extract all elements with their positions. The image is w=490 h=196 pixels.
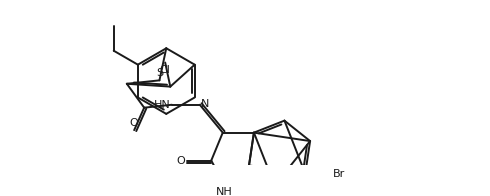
Text: HN: HN: [153, 100, 170, 110]
Text: Br: Br: [333, 169, 345, 179]
Text: S: S: [156, 68, 164, 78]
Text: Cl: Cl: [160, 65, 171, 75]
Text: O: O: [176, 155, 185, 165]
Text: O: O: [130, 118, 139, 128]
Text: NH: NH: [216, 187, 233, 196]
Text: N: N: [201, 99, 210, 109]
